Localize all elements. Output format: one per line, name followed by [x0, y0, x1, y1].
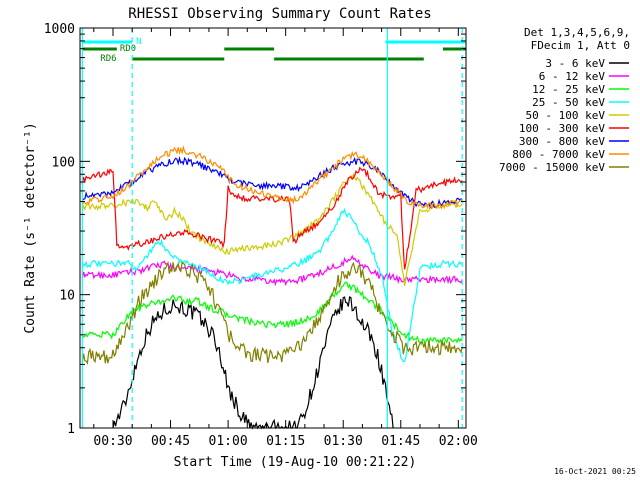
series-line-9: [81, 260, 463, 366]
series-line-3: [81, 281, 463, 346]
y-tick-label-1: 10: [59, 289, 75, 304]
x-tick-label-2: 01:00: [209, 434, 248, 449]
y-axis-label: Count Rate (s⁻¹ detector⁻¹): [23, 122, 38, 333]
legend-label-8: 800 - 7000 keV: [512, 148, 605, 161]
x-tick-label-3: 01:15: [266, 434, 305, 449]
x-tick-label-0: 00:30: [93, 434, 132, 449]
legend-label-3: 12 - 25 keV: [532, 83, 605, 96]
legend-label-6: 100 - 300 keV: [519, 122, 605, 135]
series-line-5: [81, 172, 463, 287]
series-line-1: [112, 296, 394, 430]
legend-label-4: 25 - 50 keV: [532, 96, 605, 109]
series-lines: [81, 145, 463, 430]
plot-frame: [79, 27, 467, 429]
footer-timestamp: 16-Oct-2021 00:25: [554, 467, 636, 476]
series-line-8: [81, 145, 463, 210]
series-line-2: [81, 254, 463, 287]
series-line-4: [81, 207, 463, 363]
legend-label-7: 300 - 800 keV: [519, 135, 605, 148]
legend-label-1: 3 - 6 keV: [545, 57, 605, 70]
x-axis-label: Start Time (19-Aug-10 00:21:22): [174, 455, 417, 470]
legend-header-0: Det 1,3,4,5,6,9,: [524, 26, 630, 39]
y-tick-label-2: 100: [52, 155, 75, 170]
axes: 00:30 00:45 01:00 01:15 01:30 01:45 02:00 1 10 10…: [44, 22, 478, 449]
y-tick-label-3: 1000: [44, 22, 75, 37]
legend-label-9: 7000 - 15000 keV: [499, 161, 605, 174]
legend-label-2: 6 - 12 keV: [539, 70, 606, 83]
state-vertical-lines: [81, 28, 463, 428]
chart-title: RHESSI Observing Summary Count Rates: [128, 6, 431, 22]
annotation-rd0: RD0: [120, 44, 136, 54]
legend: Det 1,3,4,5,6,9,FDecim 1, Att 0 3 - 6 keV…: [499, 26, 630, 174]
annotation-n: N: [136, 37, 141, 47]
x-tick-label-1: 00:45: [151, 434, 190, 449]
x-tick-label-6: 02:00: [439, 434, 478, 449]
legend-header-1: FDecim 1, Att 0: [531, 39, 630, 52]
x-tick-label-5: 01:45: [381, 434, 420, 449]
annotation-rd6: RD6: [100, 54, 116, 64]
legend-label-5: 50 - 100 keV: [526, 109, 606, 122]
x-tick-label-4: 01:30: [324, 434, 363, 449]
y-tick-label-0: 1: [67, 422, 75, 437]
